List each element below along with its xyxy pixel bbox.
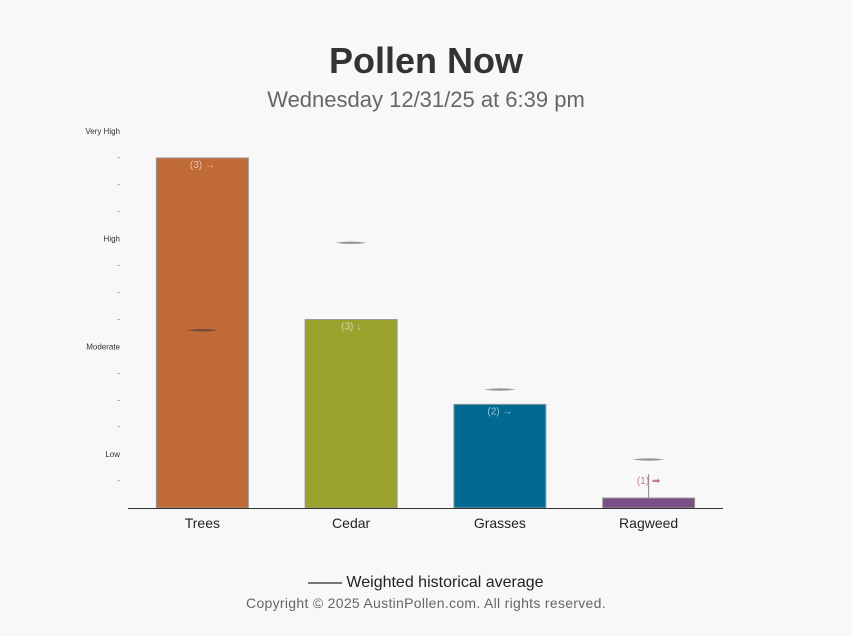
x-tick-label: Cedar bbox=[332, 515, 370, 531]
x-tick-label: Ragweed bbox=[619, 515, 678, 531]
y-tick-label: Low bbox=[105, 450, 120, 459]
y-minor-tick: - bbox=[117, 395, 120, 404]
y-minor-tick: - bbox=[117, 261, 120, 270]
y-tick-label: Moderate bbox=[86, 342, 120, 351]
historical-average-marker bbox=[483, 388, 516, 391]
bar-value-label: (3) → bbox=[190, 160, 215, 171]
y-minor-tick: - bbox=[117, 422, 120, 431]
x-tick-label: Trees bbox=[185, 515, 220, 531]
pollen-bar-chart: Low Moderate High Very High - - - - - - - - - - (3) → T… bbox=[85, 127, 723, 531]
y-minor-tick: - bbox=[117, 180, 120, 189]
legend-swatch bbox=[308, 581, 343, 584]
y-tick-label: High bbox=[104, 235, 120, 244]
bar-value-label: (2) → bbox=[487, 406, 512, 417]
bar-grasses bbox=[453, 403, 547, 509]
y-minor-tick: - bbox=[117, 315, 120, 324]
y-tick-label: Very High bbox=[85, 127, 120, 136]
y-minor-tick: - bbox=[117, 368, 120, 377]
y-minor-tick: - bbox=[117, 288, 120, 297]
bar-trees bbox=[155, 157, 249, 509]
bar-value-label: (1) ➡ bbox=[637, 476, 661, 487]
x-tick-label: Grasses bbox=[474, 515, 526, 531]
historical-average-marker bbox=[335, 241, 368, 245]
y-minor-tick: - bbox=[117, 476, 120, 485]
bar-ragweed bbox=[602, 497, 696, 509]
historical-average-marker bbox=[186, 329, 219, 332]
bar-value-label: (3) ↓ bbox=[341, 322, 361, 333]
legend: Weighted historical average bbox=[0, 574, 852, 592]
y-minor-tick: - bbox=[117, 153, 120, 162]
copyright: Copyright © 2025 AustinPollen.com. All r… bbox=[246, 595, 606, 611]
legend-label: Weighted historical average bbox=[346, 574, 544, 591]
historical-average-marker bbox=[632, 458, 665, 461]
y-minor-tick: - bbox=[117, 207, 120, 216]
chart-subtitle: Wednesday 12/31/25 at 6:39 pm bbox=[267, 87, 585, 112]
chart-title: Pollen Now bbox=[328, 40, 523, 81]
bar-cedar bbox=[304, 319, 398, 509]
